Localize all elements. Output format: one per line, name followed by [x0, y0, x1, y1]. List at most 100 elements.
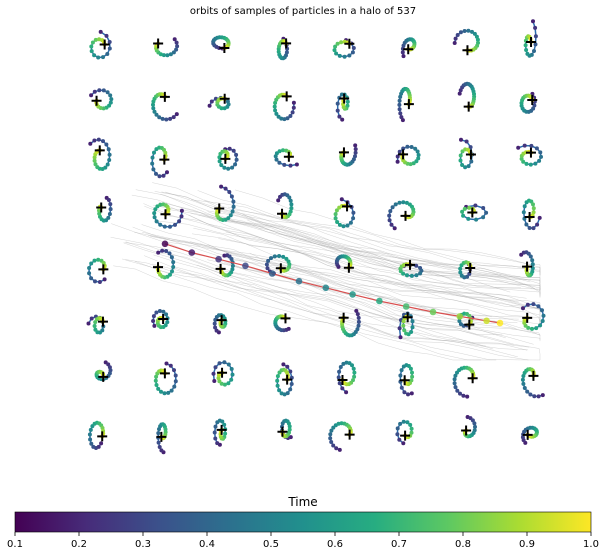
- orbit-point-10: [272, 104, 277, 109]
- orbit-point-3: [335, 101, 340, 106]
- center-marker: [464, 319, 475, 330]
- orbit-point-1: [291, 105, 296, 110]
- center-marker: [400, 210, 411, 221]
- center-marker: [344, 38, 355, 49]
- orbit-point-11: [287, 424, 292, 429]
- orbit-point-5: [390, 205, 395, 210]
- orbit-point-10: [335, 41, 340, 46]
- background-track-1: [227, 206, 541, 273]
- orbit-point-0: [465, 394, 470, 399]
- center-marker: [522, 261, 533, 272]
- center-marker: [97, 431, 108, 442]
- center-marker: [97, 316, 108, 327]
- orbit-point-2: [213, 325, 218, 330]
- orbit-point-3: [91, 444, 96, 449]
- center-marker: [219, 93, 230, 104]
- orbit-panel-r4-c5: [398, 259, 424, 278]
- orbit-point-0: [392, 226, 397, 231]
- center-marker: [463, 101, 474, 112]
- center-marker: [400, 430, 411, 441]
- orbit-panel-r6-c5: [398, 363, 415, 397]
- orbit-point-5: [466, 164, 471, 169]
- orbit-point-0: [276, 198, 281, 203]
- orbit-point-1: [214, 328, 219, 333]
- orbit-point-1: [353, 147, 358, 152]
- center-marker: [99, 39, 110, 50]
- orbit-point-4: [469, 159, 474, 164]
- background-track-50: [154, 191, 541, 279]
- orbit-point-1: [397, 326, 402, 331]
- orbit-point-0: [165, 170, 169, 175]
- orbit-point-0: [88, 141, 93, 146]
- orbit-point-3: [173, 373, 178, 378]
- orbit-point-6: [452, 377, 457, 382]
- orbit-point-3: [101, 88, 106, 93]
- orbit-point-3: [107, 46, 112, 51]
- orbit-point-5: [287, 195, 292, 200]
- orbit-point-9: [219, 163, 224, 168]
- orbit-point-2: [175, 44, 180, 49]
- background-track-21: [197, 190, 541, 282]
- orbit-point-1: [159, 448, 164, 453]
- orbit-panel-r3-c6: [460, 203, 489, 222]
- orbit-point-2: [157, 174, 162, 179]
- center-marker: [399, 375, 410, 386]
- center-marker: [219, 43, 230, 54]
- orbit-panel-r4-c1: [153, 248, 176, 280]
- orbit-point-4: [540, 308, 544, 313]
- background-track-10: [233, 209, 541, 290]
- orbit-point-3: [395, 426, 400, 431]
- orbit-point-12: [97, 37, 102, 42]
- orbit-point-5: [466, 28, 471, 33]
- background-track-37: [198, 214, 541, 297]
- orbit-point-6: [96, 55, 101, 60]
- orbit-point-12: [334, 208, 339, 213]
- halo-track-point-5: [295, 277, 303, 285]
- orbit-point-4: [157, 309, 162, 313]
- orbit-point-6: [345, 223, 350, 228]
- orbit-point-0: [212, 379, 217, 383]
- orbit-point-2: [529, 143, 534, 148]
- orbit-panel-r0-c4: [332, 38, 356, 59]
- orbit-panel-r6-c1: [153, 361, 178, 396]
- orbit-point-0: [291, 100, 296, 105]
- orbit-point-5: [539, 154, 543, 159]
- orbit-point-3: [532, 103, 537, 108]
- orbit-panel-r1-c1: [151, 91, 179, 122]
- background-track-16: [165, 241, 541, 310]
- orbit-point-3: [173, 222, 177, 227]
- orbit-point-4: [105, 52, 110, 56]
- orbit-point-8: [229, 377, 234, 382]
- orbit-point-4: [168, 224, 172, 229]
- orbit-point-1: [104, 33, 109, 38]
- orbit-point-6: [537, 158, 542, 163]
- orbit-point-4: [405, 144, 410, 149]
- orbit-point-0: [353, 143, 358, 148]
- orbit-point-5: [106, 147, 111, 152]
- orbit-point-11: [273, 100, 278, 105]
- halo-track-line: [164, 243, 501, 324]
- orbit-point-2: [164, 249, 169, 253]
- orbit-point-9: [416, 156, 421, 161]
- orbit-point-0: [99, 441, 104, 446]
- orbit-panel-r0-c2: [211, 35, 231, 54]
- orbit-point-9: [336, 421, 341, 426]
- orbit-point-0: [516, 145, 521, 150]
- orbit-point-3: [108, 207, 113, 212]
- orbit-point-1: [473, 203, 478, 208]
- background-track-44: [125, 259, 497, 361]
- center-marker: [338, 312, 349, 323]
- orbit-point-7: [228, 213, 233, 218]
- background-track-39: [144, 255, 530, 348]
- orbit-point-5: [457, 319, 462, 323]
- orbit-panel-r4-c4: [334, 254, 354, 273]
- orbit-point-1: [389, 222, 394, 227]
- orbit-point-9: [409, 430, 414, 435]
- orbit-point-7: [152, 150, 156, 155]
- orbit-point-4: [328, 436, 333, 441]
- orbit-point-2: [531, 302, 536, 307]
- orbit-point-12: [95, 165, 100, 170]
- orbit-point-1: [461, 393, 466, 398]
- orbit-point-0: [400, 118, 405, 123]
- orbit-panel-r7-c5: [395, 419, 414, 446]
